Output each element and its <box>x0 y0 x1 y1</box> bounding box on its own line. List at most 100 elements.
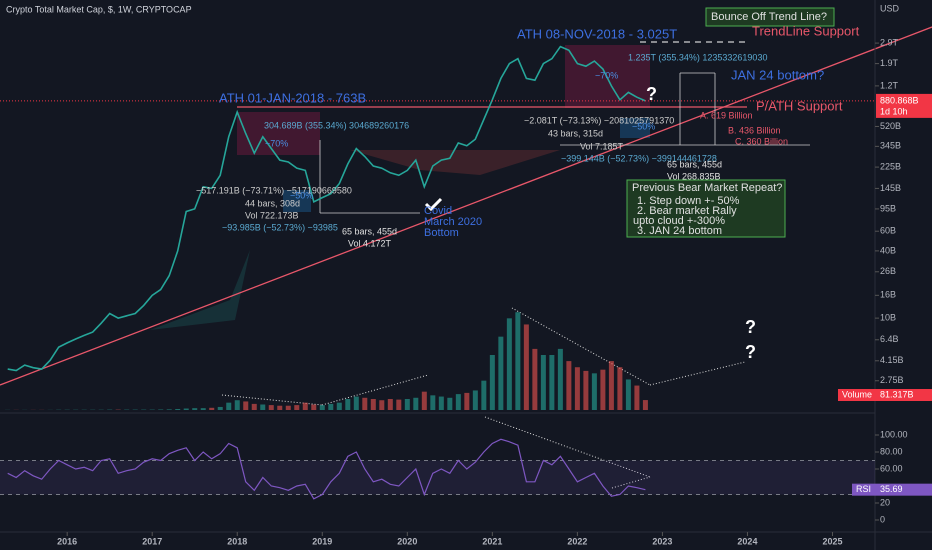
x-tick-label: 2020 <box>397 536 417 546</box>
cloud <box>350 150 560 175</box>
volume-bar <box>591 373 597 410</box>
annotation: ? <box>745 342 756 362</box>
y-tick-label: 95B <box>880 203 896 213</box>
annotation: Bounce Off Trend Line? <box>711 11 827 23</box>
annotation: 304.689B (355.34%) 304689260176 <box>264 120 409 130</box>
y-tick-label: 1.2T <box>880 80 899 90</box>
volume-bar <box>506 318 512 410</box>
annotation: 44 bars, 308d <box>245 198 300 208</box>
volume-label-box <box>838 389 932 401</box>
volume-bar <box>379 400 385 410</box>
volume-bar <box>557 348 563 410</box>
volume-bar <box>336 402 342 410</box>
y-tick-label: 40B <box>880 245 896 255</box>
x-tick-label: 2018 <box>227 536 247 546</box>
volume-bar <box>447 397 453 410</box>
annotation: Vol 4.172T <box>348 238 392 248</box>
volume-bar <box>209 407 215 410</box>
measure-box <box>620 118 650 138</box>
y-tick-label: 2.75B <box>880 375 904 385</box>
annotation: 65 bars, 455d <box>667 159 722 169</box>
y-tick-label: 4.15B <box>880 355 904 365</box>
rsi-line <box>7 438 646 500</box>
volume-bar <box>574 367 580 410</box>
rsi-tick-label: 60.00 <box>880 463 903 473</box>
volume-bar <box>600 369 606 410</box>
check-icon <box>424 197 443 212</box>
annotation: −70% <box>595 70 618 80</box>
y-tick-label: 520B <box>880 121 901 131</box>
volume-bar <box>566 361 572 410</box>
y-tick-label: 345B <box>880 141 901 151</box>
volume-bar <box>353 396 359 410</box>
annotation: 43 bars, 315d <box>548 128 603 138</box>
y-tick-label: 225B <box>880 161 901 171</box>
annotation: TrendLine Support <box>752 23 860 38</box>
y-tick-label: 16B <box>880 290 896 300</box>
volume-bar <box>455 394 461 410</box>
rsi-trend <box>484 416 651 478</box>
y-tick-label: 145B <box>880 183 901 193</box>
x-tick-label: 2017 <box>142 536 162 546</box>
annotation: Vol 7.185T <box>580 141 624 151</box>
volume-bar <box>481 380 487 410</box>
annotation: Vol 268.835B <box>667 171 721 181</box>
annotation: Covid <box>424 205 452 217</box>
x-tick-label: 2024 <box>737 536 757 546</box>
x-tick-label: 2019 <box>312 536 332 546</box>
rsi-tick-label: 80.00 <box>880 446 903 456</box>
volume-bar <box>192 408 198 410</box>
volume-bar <box>438 396 444 410</box>
y-tick-label: 26B <box>880 266 896 276</box>
x-tick-label: 2023 <box>652 536 672 546</box>
rsi-trend <box>611 476 651 489</box>
volume-bar <box>226 402 232 410</box>
volume-bar <box>311 404 317 410</box>
annotation: A. 619 Billion <box>700 110 753 120</box>
volume-bar <box>532 348 538 410</box>
volume-bar <box>608 361 614 410</box>
chart-title: Crypto Total Market Cap, $, 1W, CRYPTOCA… <box>6 4 192 14</box>
note-box <box>626 179 786 238</box>
volume-value: 81.317B <box>880 389 914 399</box>
measure-box <box>283 190 311 212</box>
rsi-band <box>0 460 875 495</box>
volume-bar <box>523 324 529 410</box>
annotation: 1.235T (355.34%) 1235332619030 <box>628 52 767 62</box>
volume-bar <box>319 405 325 410</box>
volume-bar <box>387 399 393 410</box>
annotation: −517.191B (−73.71%) −517190669580 <box>196 185 352 195</box>
volume-trend <box>649 361 746 386</box>
annotation: ? <box>745 317 756 337</box>
rsi-value: 35.69 <box>880 484 903 494</box>
rsi-label-box <box>852 483 932 496</box>
x-tick-label: 2025 <box>822 536 842 546</box>
annotation: 3. JAN 24 bottom <box>637 225 722 237</box>
annotation: −399.144B (−52.73%) −399144461728 <box>561 153 717 163</box>
volume-bar <box>540 355 546 410</box>
last-price-countdown: 1d 10h <box>880 106 908 116</box>
volume-bar <box>294 405 300 410</box>
annotation: Vol 722.173B <box>245 210 299 220</box>
cloud <box>150 250 250 330</box>
volume-bar <box>498 336 504 410</box>
annotation: −50% <box>632 121 655 131</box>
volume-bar <box>200 408 206 410</box>
volume-bar <box>362 397 368 410</box>
annotation: −70% <box>265 138 288 148</box>
x-tick-label: 2021 <box>482 536 502 546</box>
x-tick-label: 2022 <box>567 536 587 546</box>
price-line <box>7 45 646 372</box>
volume-bar <box>260 404 266 410</box>
annotation: 1. Step down +- 50% <box>637 195 740 207</box>
measure-box <box>237 112 320 155</box>
note-box <box>705 7 835 27</box>
annotation: ATH 01-JAN-2018 - 763B <box>219 90 366 105</box>
volume-bar <box>243 401 249 410</box>
volume-bar <box>234 400 240 410</box>
annotation: −2.081T (−73.13%) −2081025791370 <box>524 115 674 125</box>
annotation: ? <box>646 84 657 104</box>
volume-bar <box>302 402 308 410</box>
volume-trend <box>321 374 429 406</box>
